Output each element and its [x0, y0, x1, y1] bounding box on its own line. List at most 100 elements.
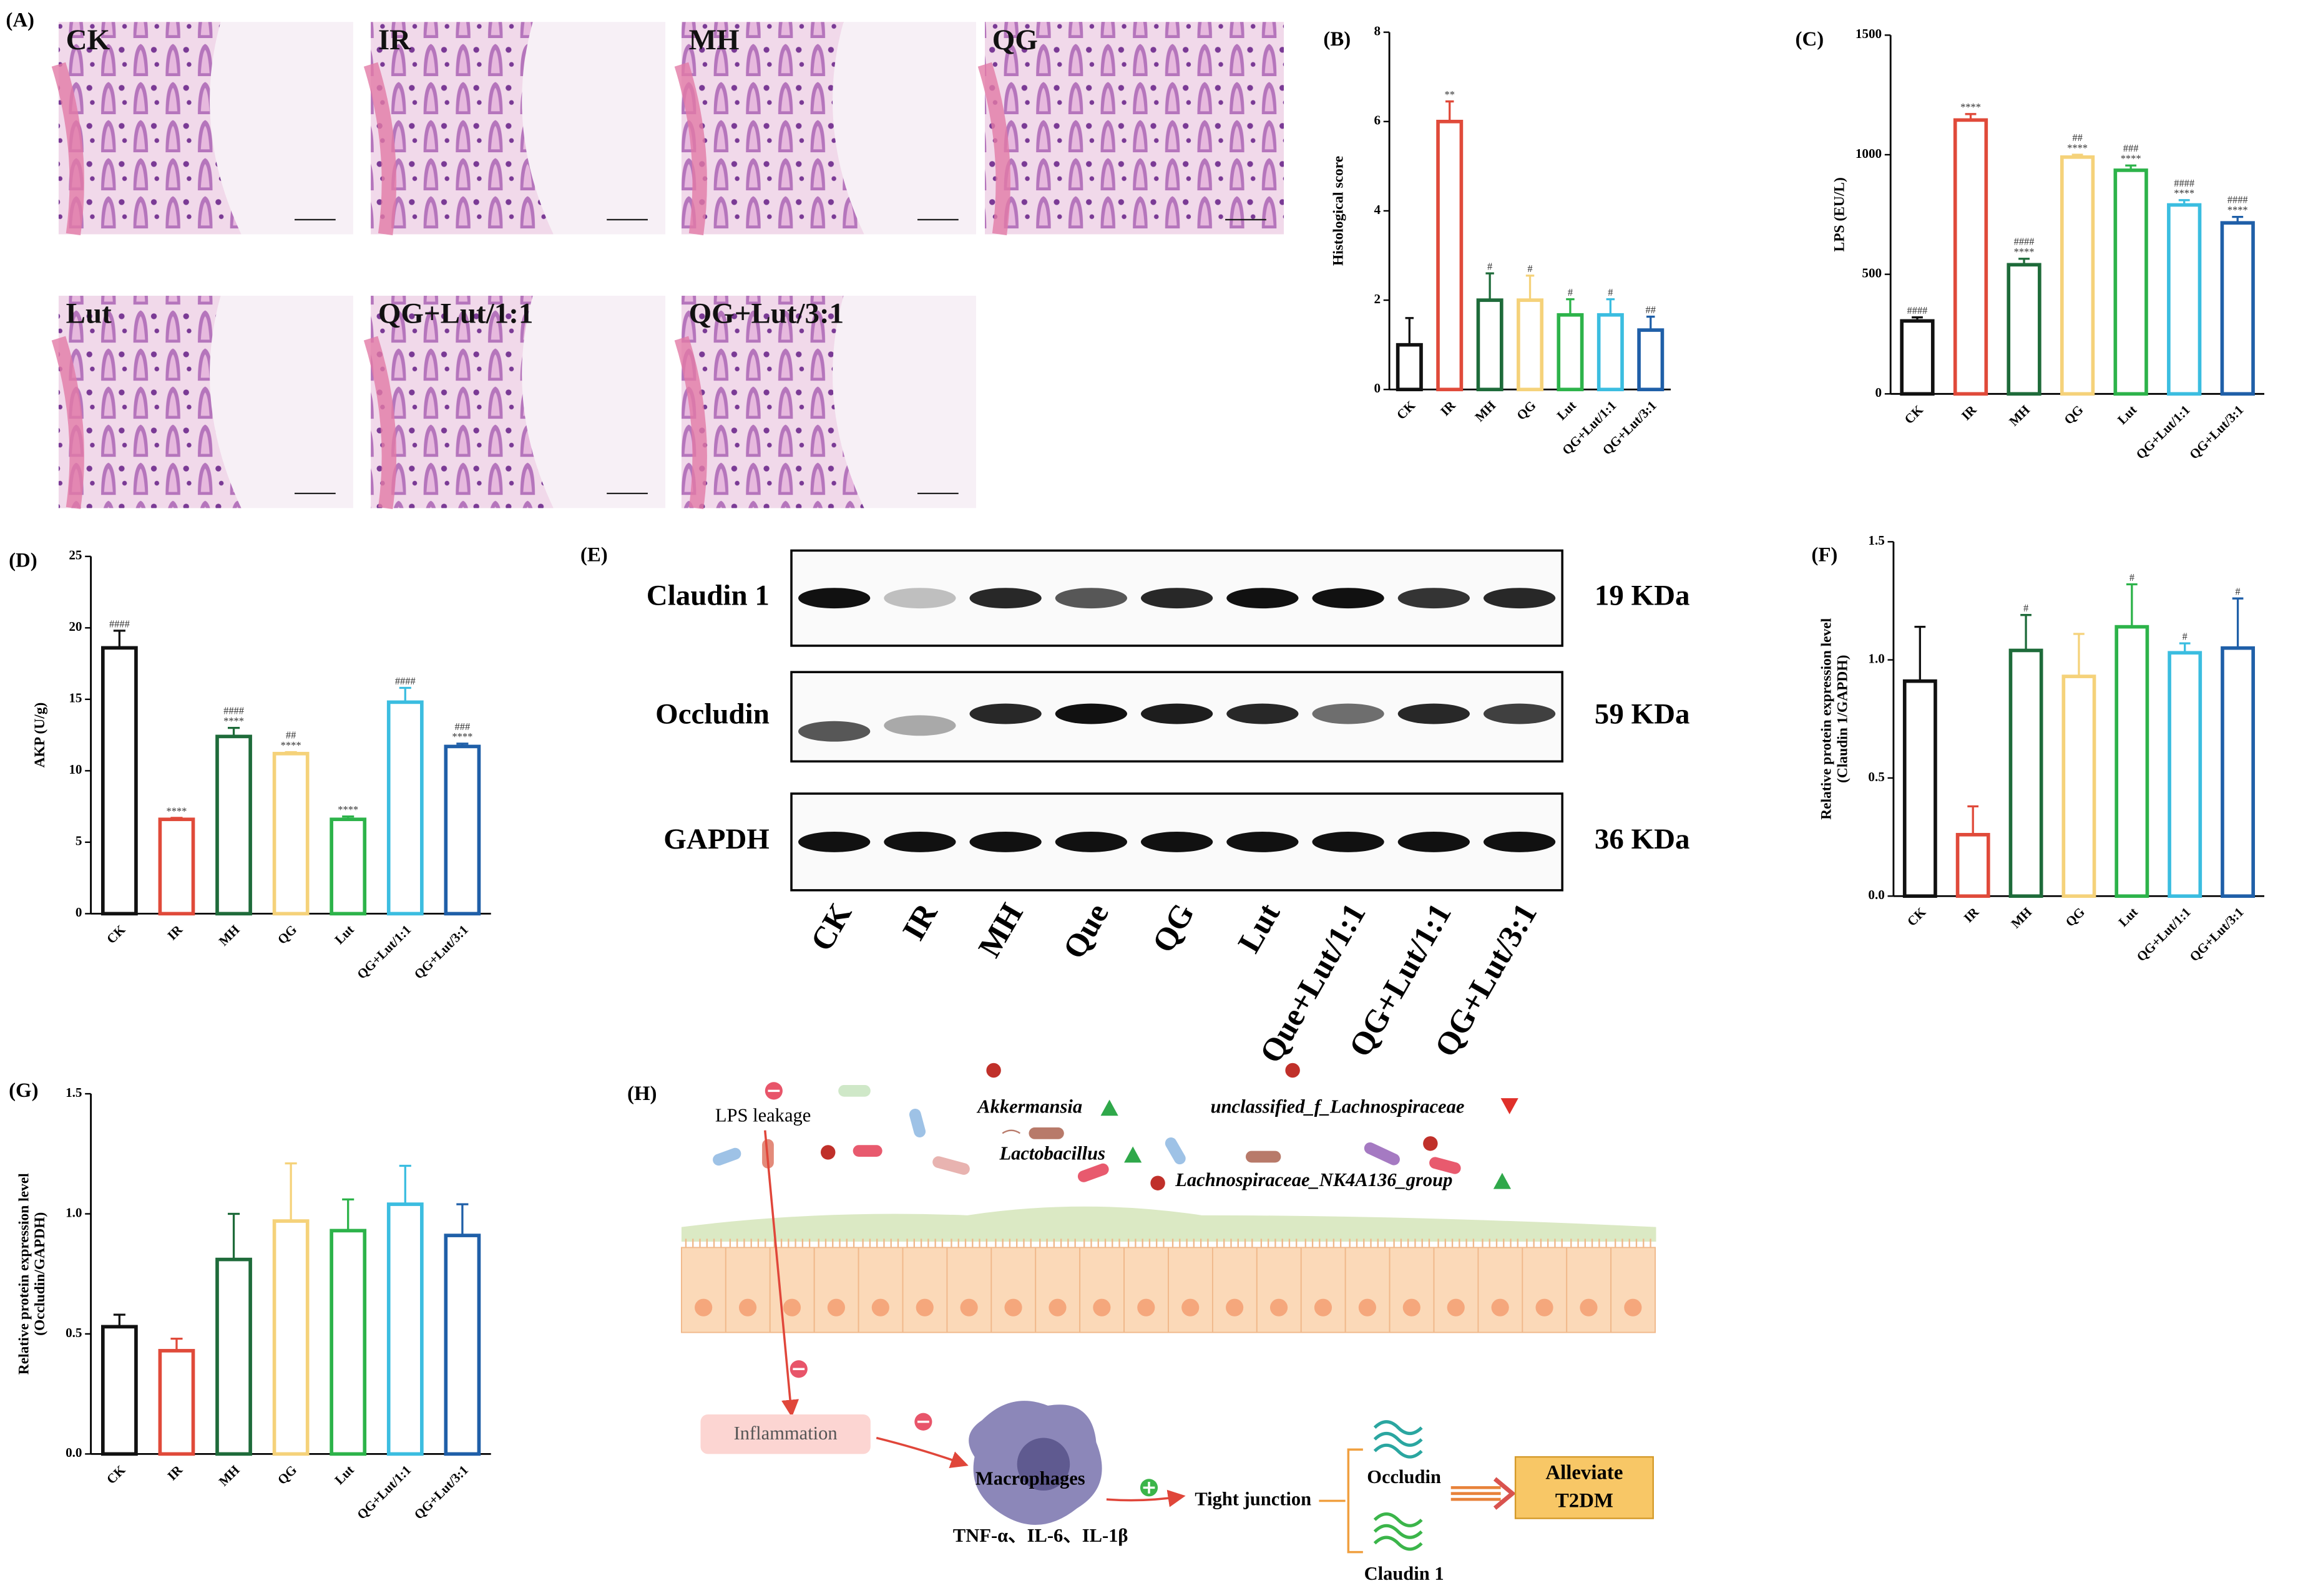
error-bar: [1405, 317, 1414, 345]
x-tick-label: QG+Lut/1:1: [2133, 402, 2193, 462]
x-tick-label: IR: [164, 1462, 185, 1483]
error-bar: [1914, 625, 1926, 681]
x-tick-label: Lut: [2116, 905, 2141, 930]
y-axis-label: (Occludin/GAPDH): [32, 1212, 48, 1336]
muscle-layer: [51, 336, 84, 509]
error-bar: [2126, 583, 2138, 627]
y-tick-label: 1500: [1856, 26, 1882, 41]
bacterium: [909, 1108, 926, 1137]
cell-nucleus: [916, 1298, 934, 1316]
bar: [2008, 648, 2043, 898]
x-tick-label: IR: [164, 922, 185, 943]
macrophage-label: Macrophages: [975, 1468, 1085, 1489]
significance-label: ****: [2174, 187, 2194, 199]
significance-label: ****: [2121, 153, 2141, 165]
blot-band: [1312, 588, 1384, 609]
significance-label: ####: [2174, 177, 2194, 189]
outcome-box: [1514, 1456, 1654, 1519]
blot-band: [1055, 831, 1128, 852]
cell: [1389, 1247, 1435, 1333]
bar: [272, 1219, 310, 1456]
cell: [1168, 1247, 1213, 1333]
blot-band: [969, 588, 1042, 609]
significance-label: ****: [1960, 101, 1981, 113]
significance-label: ****: [281, 739, 301, 751]
bacterium: [986, 1063, 1001, 1078]
x-tick-label: QG+Lut/3:1: [2187, 905, 2247, 965]
significance-label: #: [1568, 286, 1573, 298]
trend-triangle: [1493, 1172, 1512, 1189]
bacterium: [1029, 1127, 1064, 1139]
lps-label: LPS leakage: [715, 1105, 811, 1126]
x-tick-label: CK: [1904, 904, 1929, 929]
cell: [1477, 1247, 1523, 1333]
muscle-layer: [674, 62, 707, 236]
panel-label: (A): [6, 9, 34, 32]
x-tick-label: CK: [104, 1462, 129, 1487]
size-label: 19 KDa: [1595, 579, 1690, 611]
error-bar: [342, 1198, 354, 1231]
bar: [386, 1202, 424, 1456]
bar: [1476, 298, 1503, 392]
error-bar: [2073, 633, 2085, 677]
bacteria-cloud: [713, 1063, 1461, 1190]
bacterium: [1423, 1136, 1438, 1151]
size-label: 36 KDa: [1595, 823, 1690, 855]
x-tick-label: QG+Lut/1:1: [354, 1462, 414, 1522]
blot-band: [884, 715, 956, 736]
bacterium: [932, 1156, 970, 1175]
error-bar: [1606, 298, 1615, 315]
x-tick-label: IR: [1958, 402, 1980, 423]
bar: [1596, 313, 1624, 392]
significance-label: ****: [2067, 142, 2088, 153]
cell-nucleus: [1093, 1298, 1111, 1316]
y-tick-label: 0.0: [1868, 887, 1884, 902]
panel-label: (E): [580, 543, 608, 566]
significance-label: #: [1527, 263, 1532, 275]
bar: [386, 700, 424, 916]
tissue: [371, 296, 554, 508]
claudin-label: Claudin 1: [1364, 1563, 1444, 1584]
x-tick-label: Lut: [2115, 402, 2139, 427]
bacterium: [1165, 1137, 1186, 1165]
bracket: [1319, 1448, 1363, 1554]
x-tick-label: Lut: [331, 1462, 356, 1487]
significance-label: #: [2129, 572, 2134, 583]
image-label: IR: [378, 24, 411, 56]
bar: [2168, 651, 2203, 898]
x-tick-label: Lut: [331, 922, 356, 947]
bar: [215, 1257, 252, 1456]
y-tick-label: 15: [69, 691, 82, 706]
cell: [946, 1247, 992, 1333]
significance-label: ##: [2072, 132, 2082, 144]
error-bar: [2018, 258, 2030, 265]
error-bar: [2232, 597, 2244, 648]
cell: [1433, 1247, 1479, 1333]
significance-label: #: [2023, 602, 2028, 614]
bacterium: [1364, 1142, 1400, 1165]
y-axis-label: (Claudin 1/GAPDH): [1834, 655, 1851, 783]
arrow: [764, 1130, 799, 1418]
error-bar: [1485, 272, 1494, 301]
error-bar: [399, 686, 411, 703]
blot-band: [1226, 703, 1299, 724]
y-tick-label: 25: [69, 548, 82, 563]
bar: [158, 1349, 195, 1456]
bacterium: [1245, 1151, 1281, 1163]
bar: [1637, 328, 1665, 392]
cell: [1522, 1247, 1568, 1333]
blot-band: [884, 588, 956, 609]
significance-label: ####: [395, 675, 416, 687]
lane-label: MH: [972, 897, 1030, 963]
blot-band: [1055, 588, 1128, 609]
inflammation-box: [700, 1414, 871, 1454]
bar: [1900, 319, 1935, 396]
significance-label: ****: [2227, 204, 2248, 216]
blot-band: [884, 831, 956, 852]
blot-band: [1397, 703, 1470, 724]
error-bar: [227, 726, 240, 737]
promote-sign: [1143, 1481, 1155, 1494]
error-bar: [1525, 275, 1535, 301]
tissue: [58, 22, 242, 235]
error-bar: [1445, 100, 1454, 122]
